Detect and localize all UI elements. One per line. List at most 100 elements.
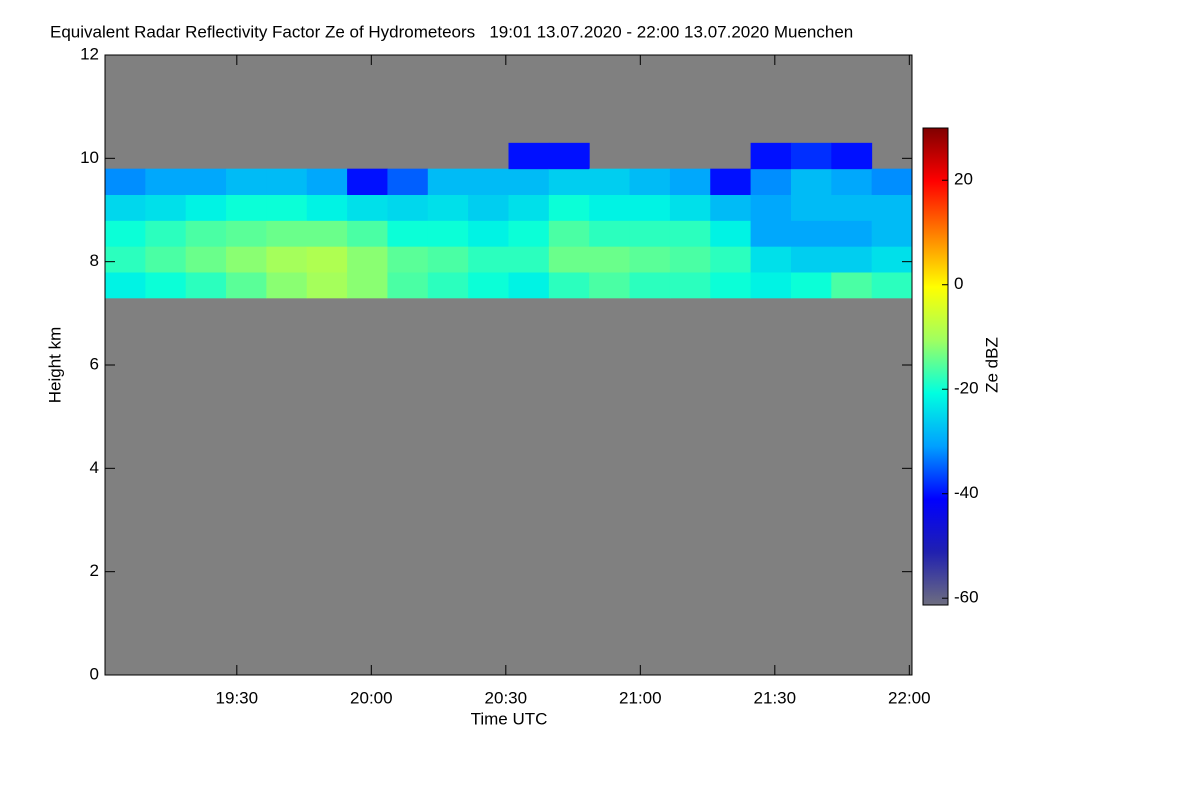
heat-cell xyxy=(710,194,752,221)
heat-cell xyxy=(266,168,308,195)
y-tick-label: 2 xyxy=(90,561,99,580)
x-tick-label: 20:00 xyxy=(350,688,393,707)
colorbar-tick-label: -20 xyxy=(954,379,979,398)
colorbar-tick-label: 20 xyxy=(954,170,973,189)
heat-cell xyxy=(589,194,631,221)
heat-cell xyxy=(589,272,631,299)
heat-cell xyxy=(831,142,873,170)
heat-cell xyxy=(347,168,388,195)
heat-cell xyxy=(226,168,267,195)
heat-cell xyxy=(427,168,469,195)
heat-cell xyxy=(669,194,711,221)
heat-cell xyxy=(710,246,752,273)
heat-cell xyxy=(871,272,913,299)
heat-cell xyxy=(710,220,752,247)
colorbar-tick-label: -40 xyxy=(954,483,979,502)
heat-cell xyxy=(185,168,227,195)
colorbar-label: Ze dBZ xyxy=(982,337,1001,393)
heat-cell xyxy=(347,246,388,273)
heat-cell xyxy=(387,272,429,299)
heat-cell xyxy=(831,220,873,247)
y-tick-label: 4 xyxy=(90,458,99,477)
heat-cell xyxy=(508,194,550,221)
heat-cell xyxy=(468,246,509,273)
heat-cell xyxy=(508,142,550,170)
y-axis-label: Height km xyxy=(45,327,64,404)
heat-cell xyxy=(629,272,671,299)
heat-cell xyxy=(105,246,146,273)
heat-cell xyxy=(629,246,671,273)
heat-cell xyxy=(831,168,873,195)
heat-cell xyxy=(387,194,429,221)
heat-cell xyxy=(790,246,832,273)
heat-cell xyxy=(347,220,388,247)
y-tick-label: 12 xyxy=(80,44,99,63)
heat-cell xyxy=(750,220,792,247)
heat-cell xyxy=(266,194,308,221)
heat-cell xyxy=(306,168,348,195)
heat-cell xyxy=(145,272,187,299)
heat-cell xyxy=(145,194,187,221)
colorbar-tick-label: 0 xyxy=(954,274,963,293)
heat-cell xyxy=(629,220,671,247)
heat-cell xyxy=(750,142,792,170)
heat-cell xyxy=(105,272,146,299)
heat-cell xyxy=(427,246,469,273)
heat-cell xyxy=(266,272,308,299)
heat-cell xyxy=(790,142,832,170)
colorbar-tick-label: -60 xyxy=(954,588,979,607)
heat-cell xyxy=(105,194,146,221)
x-axis-label: Time UTC xyxy=(471,709,548,728)
heat-cell xyxy=(145,168,187,195)
heat-cell xyxy=(387,246,429,273)
heat-cell xyxy=(508,220,550,247)
colorbar xyxy=(922,127,949,606)
x-tick-label: 19:30 xyxy=(216,688,259,707)
y-tick-label: 0 xyxy=(90,664,99,683)
x-tick-label: 20:30 xyxy=(485,688,528,707)
heat-cell xyxy=(306,220,348,247)
heat-cell xyxy=(226,220,267,247)
heat-cell xyxy=(105,168,146,195)
heat-cell xyxy=(468,220,509,247)
heat-cell xyxy=(185,220,227,247)
heat-cell xyxy=(548,220,590,247)
heat-cell xyxy=(266,220,308,247)
heat-cell xyxy=(508,168,550,195)
heat-cell xyxy=(226,246,267,273)
heat-cell xyxy=(750,272,792,299)
heat-cell xyxy=(790,272,832,299)
heat-cell xyxy=(589,168,631,195)
heat-cell xyxy=(508,272,550,299)
heat-cell xyxy=(750,246,792,273)
y-tick-label: 6 xyxy=(90,354,99,373)
heat-cell xyxy=(306,246,348,273)
x-tick-label: 21:00 xyxy=(619,688,662,707)
heat-cell xyxy=(387,220,429,247)
x-tick-label: 22:00 xyxy=(888,688,931,707)
heat-cell xyxy=(750,168,792,195)
heat-cell xyxy=(548,168,590,195)
heat-cell xyxy=(548,272,590,299)
heat-cell xyxy=(185,194,227,221)
heat-cell xyxy=(790,168,832,195)
heat-cell xyxy=(831,194,873,221)
heat-cell xyxy=(427,194,469,221)
heat-cell xyxy=(306,194,348,221)
heat-cell xyxy=(669,168,711,195)
heat-cell xyxy=(185,246,227,273)
heat-cell xyxy=(831,246,873,273)
heat-cell xyxy=(266,246,308,273)
heat-cell xyxy=(548,142,590,170)
heat-cell xyxy=(589,246,631,273)
heat-cell xyxy=(347,194,388,221)
heat-cell xyxy=(548,246,590,273)
heat-cell xyxy=(347,272,388,299)
y-tick-label: 10 xyxy=(80,148,99,167)
heat-cell xyxy=(427,220,469,247)
heat-cell xyxy=(468,168,509,195)
heat-cell xyxy=(427,272,469,299)
heat-cell xyxy=(871,194,913,221)
heat-cell xyxy=(790,194,832,221)
